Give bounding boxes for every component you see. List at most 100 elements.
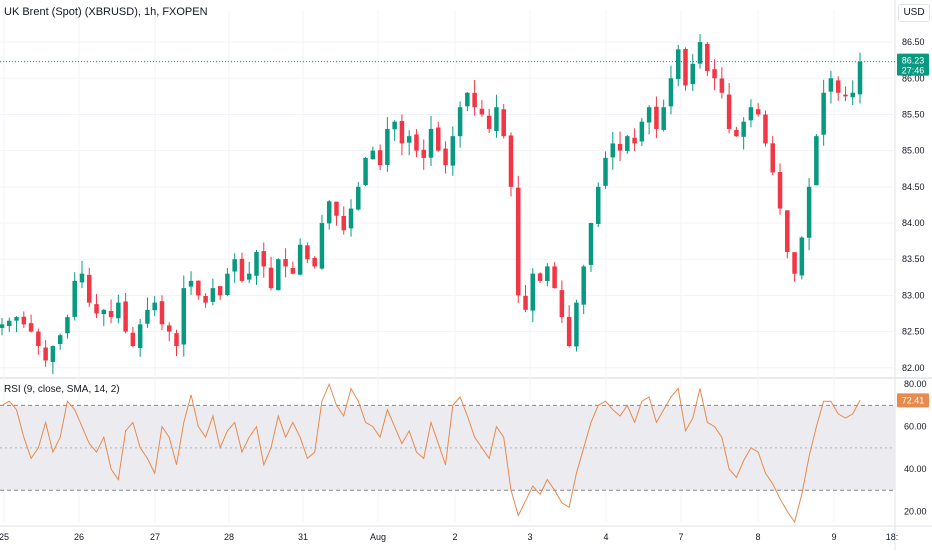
candle-body: [341, 215, 346, 231]
candle-body: [188, 280, 194, 287]
candle-body: [443, 148, 448, 166]
candle-body: [290, 267, 296, 274]
candle-body: [399, 120, 405, 144]
candle-body: [748, 107, 754, 121]
candle-body: [65, 317, 70, 334]
x-tick-label: 26: [74, 532, 84, 542]
candle-body: [174, 333, 179, 347]
rsi-tag-value: 72.41: [902, 395, 925, 405]
candle-body: [239, 258, 245, 281]
candle-body: [370, 150, 376, 160]
x-tick-label: 27: [150, 532, 160, 542]
candle-body: [334, 201, 339, 216]
candle-body: [43, 347, 48, 361]
candle-body: [108, 311, 114, 318]
candle-body: [646, 107, 652, 123]
candle-body: [755, 109, 761, 115]
candle-body: [537, 273, 543, 281]
rsi-label: RSI (9, close, SMA, 14, 2): [4, 384, 120, 395]
candle-body: [21, 316, 27, 325]
candle-body: [421, 149, 426, 158]
x-tick-label: 28: [224, 532, 234, 542]
candle-body: [232, 259, 237, 272]
x-tick-label: 31: [298, 532, 308, 542]
candle-body: [799, 237, 805, 276]
price-tag-box: [897, 53, 929, 76]
candle-body: [57, 335, 63, 345]
candle-body: [814, 136, 819, 186]
candle-body: [319, 223, 325, 269]
candle-body: [690, 63, 696, 85]
candle-body: [595, 186, 601, 224]
candle-body: [356, 186, 361, 210]
rsi-tick-label: 80.00: [904, 379, 927, 389]
candle-body: [79, 273, 85, 283]
candle-body: [130, 332, 136, 347]
x-tick-label: 9: [831, 532, 836, 542]
candle-body: [494, 107, 499, 132]
candle-body: [166, 325, 172, 332]
candle-body: [603, 157, 608, 186]
candle-body: [276, 259, 281, 291]
candle-body: [581, 266, 586, 305]
candle-body: [181, 288, 187, 345]
candle-body: [145, 309, 150, 324]
candle-body: [116, 302, 121, 319]
candle-body: [72, 280, 77, 317]
x-tick-label: 18:: [886, 532, 899, 542]
candle-body: [283, 259, 288, 267]
candle-body: [559, 290, 565, 318]
price-tick-label: 84.50: [902, 182, 925, 192]
candle-body: [348, 208, 354, 229]
price-tick-label: 84.00: [902, 218, 925, 228]
x-tick-label: 8: [755, 532, 760, 542]
x-tick-label: 3: [527, 532, 532, 542]
candle-body: [828, 78, 834, 92]
rsi-tick-label: 40.00: [904, 464, 927, 474]
candle-body: [697, 42, 703, 64]
candle-body: [123, 301, 128, 332]
x-tick-label: 25: [0, 532, 9, 542]
candle-body: [326, 201, 332, 224]
candle-body: [835, 80, 841, 93]
candle-body: [792, 252, 797, 274]
candle-body: [806, 186, 812, 238]
candle-body: [617, 143, 623, 151]
candle-body: [668, 78, 674, 107]
candle-body: [610, 143, 616, 158]
candle-body: [850, 92, 855, 98]
candle-body: [705, 43, 710, 72]
rsi-tag-box: [897, 393, 929, 408]
candle-body: [523, 295, 528, 310]
currency-button[interactable]: USD: [898, 4, 930, 22]
chart-title: UK Brent (Spot) (XBRUSD), 1h, FXOPEN: [4, 6, 208, 18]
candle-body: [392, 121, 397, 130]
candle-body: [719, 78, 725, 93]
candle-body: [741, 121, 746, 137]
candle-body: [770, 143, 775, 173]
candle-body: [552, 266, 557, 289]
candle-body: [363, 157, 368, 186]
candle-body: [196, 280, 201, 296]
candle-body: [137, 324, 143, 349]
candle-body: [545, 266, 550, 281]
candle-body: [821, 92, 826, 135]
candle-body: [632, 137, 637, 144]
price-tag-countdown: 27:46: [902, 66, 925, 76]
rsi-tick-label: 20.00: [904, 506, 927, 516]
candle-body: [675, 49, 681, 80]
candle-body: [726, 94, 732, 129]
candle-body: [661, 107, 666, 130]
candle-body: [414, 134, 419, 151]
price-tick-label: 85.00: [902, 146, 925, 156]
candle-body: [312, 257, 317, 267]
candle-body: [305, 245, 310, 260]
candle-body: [777, 171, 783, 209]
candle-body: [261, 251, 267, 267]
candle-body: [254, 251, 259, 276]
x-tick-label: 7: [678, 532, 683, 542]
candle-body: [50, 346, 56, 362]
candle-body: [530, 273, 536, 311]
candle-body: [268, 267, 274, 289]
